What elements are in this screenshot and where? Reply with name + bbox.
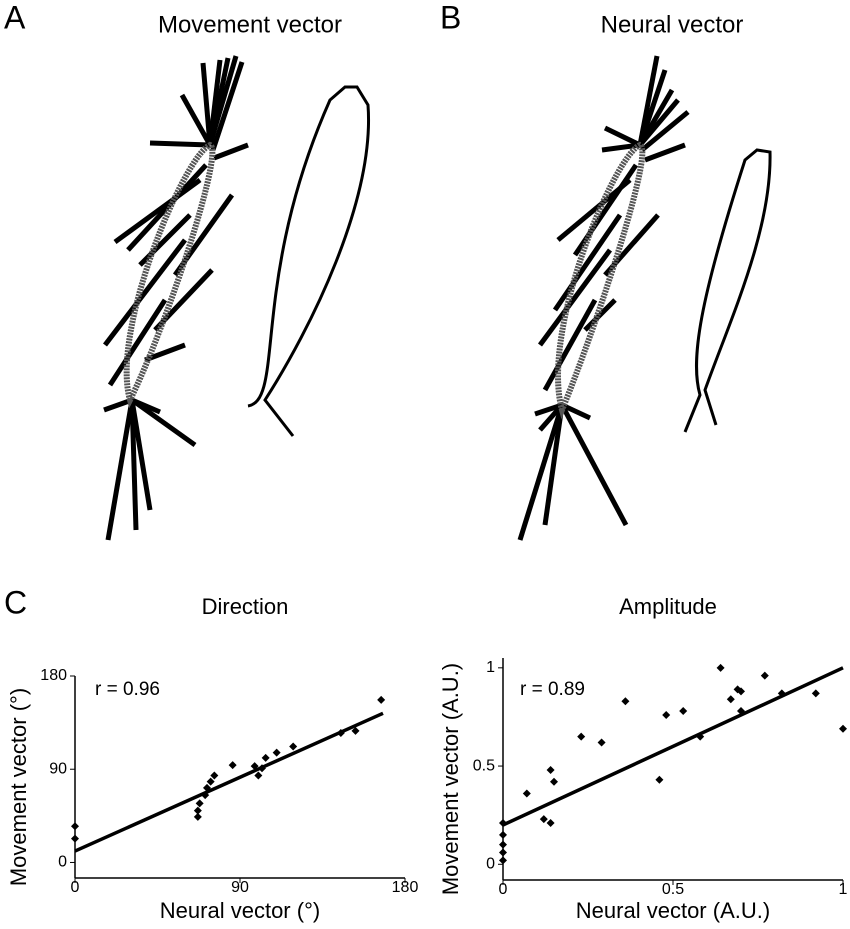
x-tick-label: 90 (231, 879, 249, 896)
panel-letter: B (440, 0, 461, 35)
y-tick-label: 90 (49, 760, 67, 777)
point (839, 724, 847, 733)
trend-line (502, 666, 844, 827)
y-tick-label: 0.5 (473, 757, 495, 774)
point (726, 695, 735, 704)
y-axis-label: Movement vector (°) (6, 688, 31, 886)
y-tick-label: 0 (486, 856, 495, 873)
y-tick-label: 0 (58, 854, 67, 871)
point (550, 777, 558, 786)
point (210, 771, 219, 780)
y-tick-label: 180 (40, 667, 67, 684)
point (597, 738, 606, 747)
neural-trajectory (517, 55, 772, 541)
x-tick-label: 0.5 (662, 881, 684, 898)
x-tick-label: 0 (71, 879, 80, 896)
movement-trajectory (103, 55, 371, 541)
point (662, 710, 671, 719)
point (737, 687, 745, 696)
point (499, 840, 507, 849)
point (522, 789, 531, 798)
point (679, 707, 688, 716)
point (716, 663, 725, 672)
chart-title: Direction (202, 594, 289, 619)
x-tick-label: 0 (499, 881, 508, 898)
x-axis-label: Neural vector (°) (160, 898, 320, 923)
point (621, 697, 630, 706)
point (195, 799, 204, 808)
annotation: r = 0.96 (95, 679, 160, 700)
trend-line (74, 711, 384, 853)
point (206, 777, 215, 786)
point (71, 822, 79, 831)
point (499, 830, 507, 839)
y-axis-label: Movement vector (A.U.) (438, 663, 463, 895)
point (71, 834, 79, 843)
point (760, 671, 769, 680)
point (351, 726, 360, 735)
point (811, 689, 820, 698)
point (254, 771, 263, 780)
point (499, 848, 507, 857)
point (261, 753, 270, 762)
point (377, 695, 386, 704)
panel-letter: A (4, 0, 26, 35)
point (539, 815, 548, 824)
y-tick-label: 1 (486, 659, 495, 676)
point (546, 819, 555, 828)
point (546, 765, 555, 774)
x-axis-label: Neural vector (A.U.) (576, 898, 770, 923)
point (193, 806, 202, 815)
x-tick-label: 180 (392, 879, 419, 896)
point (272, 748, 281, 757)
point (499, 856, 507, 865)
panel-title: Movement vector (158, 11, 342, 38)
point (577, 732, 586, 741)
point (228, 761, 237, 770)
point (193, 812, 202, 821)
point (655, 775, 664, 784)
panel-letter: C (4, 584, 27, 620)
x-tick-label: 1 (839, 881, 848, 898)
annotation: r = 0.89 (520, 679, 585, 700)
chart-title: Amplitude (619, 594, 717, 619)
panel-title: Neural vector (601, 11, 744, 38)
point (289, 742, 298, 751)
